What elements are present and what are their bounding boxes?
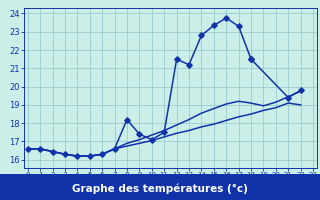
Text: Graphe des températures (°c): Graphe des températures (°c): [72, 184, 248, 194]
